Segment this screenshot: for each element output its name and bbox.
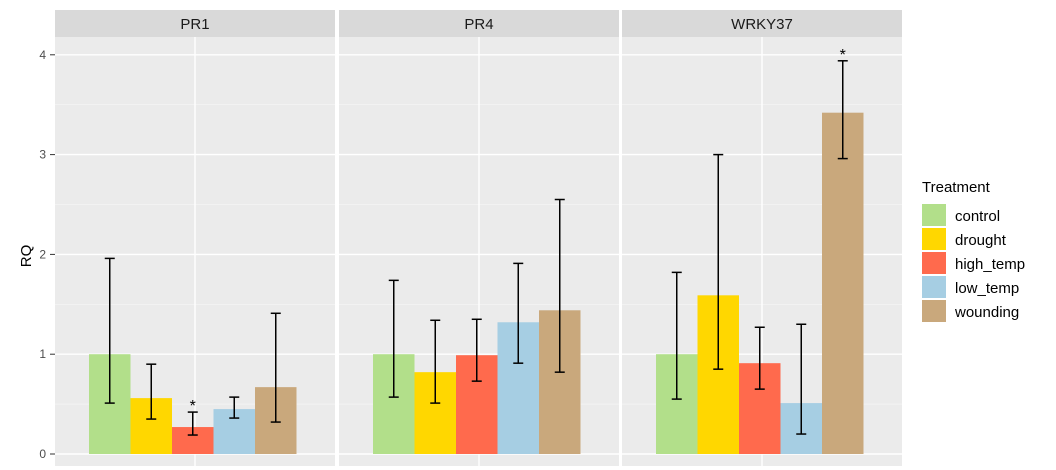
error-bar xyxy=(671,271,682,400)
y-tick-label: 3 xyxy=(39,148,46,162)
facet-strip xyxy=(55,10,335,37)
error-bar xyxy=(754,326,765,390)
facet-strip xyxy=(622,10,902,37)
facet-title: PR1 xyxy=(180,16,209,33)
error-bar xyxy=(713,153,724,370)
legend-item-high_temp: high_temp xyxy=(922,252,1025,274)
significance-mark: * xyxy=(840,47,846,64)
y-tick-label: 0 xyxy=(39,447,46,461)
error-bar xyxy=(388,279,399,398)
y-tick-label: 2 xyxy=(39,247,46,261)
legend-label: wounding xyxy=(954,304,1019,321)
error-bar xyxy=(146,363,157,420)
error-bar xyxy=(270,312,281,423)
panel-0: PR1 * xyxy=(55,10,335,466)
legend-label: low_temp xyxy=(955,280,1019,297)
panel-1: PR4 xyxy=(339,10,619,466)
error-bar xyxy=(796,323,807,435)
error-bar xyxy=(430,319,441,404)
facet-title: WRKY37 xyxy=(731,16,793,33)
legend-label: high_temp xyxy=(955,256,1025,273)
legend-swatch xyxy=(922,228,946,250)
error-bar xyxy=(471,318,482,382)
facet-strip xyxy=(339,10,619,37)
y-tick-label: 4 xyxy=(39,48,46,62)
y-axis: 0 1 2 3 4 xyxy=(39,48,55,461)
y-axis-title: RQ xyxy=(18,245,35,268)
error-bar xyxy=(229,396,240,419)
facet-title: PR4 xyxy=(464,16,493,33)
error-bar xyxy=(554,198,565,373)
legend-item-drought: drought xyxy=(922,228,1007,250)
legend-title: Treatment xyxy=(922,179,991,196)
error-bar xyxy=(104,257,115,404)
legend-item-low_temp: low_temp xyxy=(922,276,1019,298)
bar-wounding xyxy=(822,112,864,455)
legend-label: drought xyxy=(955,232,1007,249)
y-tick-label: 1 xyxy=(39,347,46,361)
error-bar xyxy=(187,411,198,436)
legend-swatch xyxy=(922,300,946,322)
legend-item-control: control xyxy=(922,204,1000,226)
significance-mark: * xyxy=(190,398,196,415)
panels: PR1 * PR4 WRKY37 * xyxy=(55,10,902,466)
legend-item-wounding: wounding xyxy=(922,300,1019,322)
legend-label: control xyxy=(955,208,1000,225)
error-bar xyxy=(837,60,848,160)
legend-swatch xyxy=(922,204,946,226)
legend-swatch xyxy=(922,276,946,298)
error-bar xyxy=(513,262,524,364)
legend-swatch xyxy=(922,252,946,274)
legend: Treatment control drought high_temp low_tem… xyxy=(922,179,1025,322)
panel-2: WRKY37 * xyxy=(622,10,902,466)
